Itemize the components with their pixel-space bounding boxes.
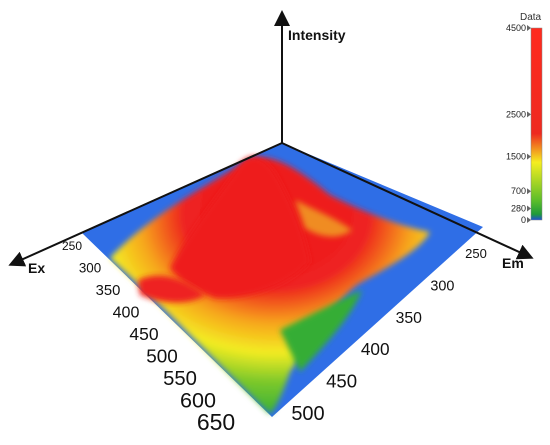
x-tick-label: 350 — [96, 283, 121, 299]
z-axis-label: Intensity — [288, 27, 346, 43]
y-tick-label: 300 — [430, 278, 454, 294]
colorbar-tick-label: 1500 — [506, 152, 526, 162]
colorbar-tick-marker — [527, 205, 531, 212]
y-axis-label: Em — [502, 255, 524, 271]
colorbar — [530, 27, 543, 221]
x-tick-label: 400 — [113, 304, 140, 322]
x-axis-label: Ex — [28, 260, 45, 276]
colorbar-title: Data — [520, 12, 542, 23]
colorbar-tick-label: 280 — [511, 204, 526, 214]
x-tick-label: 300 — [79, 261, 101, 276]
colorbar-tick-marker — [527, 153, 531, 160]
y-tick-label: 500 — [291, 403, 324, 425]
colorbar-tick-marker — [527, 188, 531, 195]
x-tick-label: 550 — [163, 368, 197, 390]
colorbar-tick-label: 2500 — [506, 109, 526, 119]
y-tick-label: 400 — [361, 339, 390, 359]
y-axis-line — [281, 142, 534, 260]
x-axis-line — [8, 142, 283, 267]
colorbar-tick-label: 700 — [511, 186, 526, 196]
x-tick-label: 250 — [62, 239, 82, 253]
y-tick-label: 350 — [396, 310, 423, 327]
colorbar-tick-marker — [527, 25, 531, 31]
x-tick-label: 450 — [129, 324, 158, 344]
colorbar-tick-marker — [527, 217, 531, 223]
colorbar-tick-marker — [527, 111, 531, 118]
colorbar-tick-label: 4500 — [506, 23, 526, 33]
x-tick-label: 500 — [146, 347, 178, 368]
y-tick-label: 250 — [465, 246, 487, 261]
y-tick-label: 450 — [326, 371, 357, 392]
x-tick-label: 650 — [197, 409, 235, 435]
x-tick-label: 600 — [180, 388, 216, 413]
intensity-surface — [110, 156, 430, 415]
colorbar-tick-label: 0 — [521, 215, 526, 225]
